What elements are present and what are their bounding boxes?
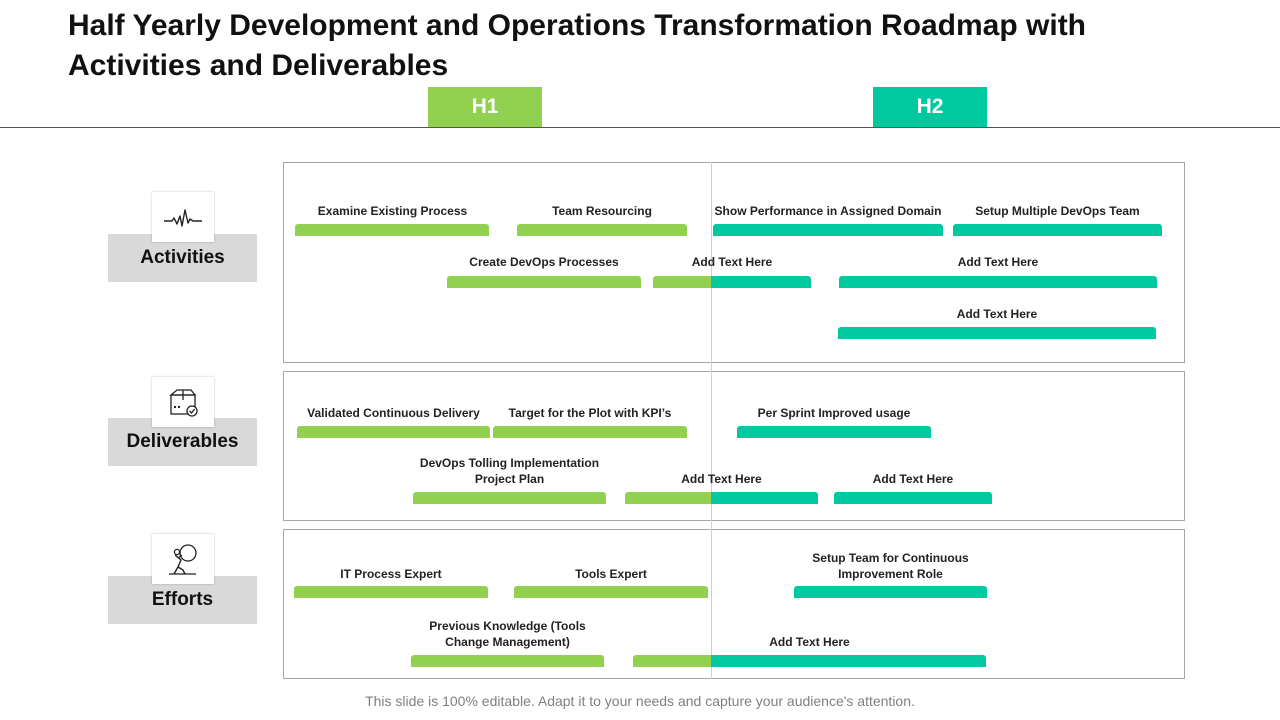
category-efforts: Efforts [108, 576, 257, 624]
activity-label: Create DevOps Processes [469, 255, 619, 269]
person-pushing-boulder-icon [169, 544, 197, 575]
effort-label: Tools Expert [575, 567, 647, 581]
activity-bar [653, 276, 811, 288]
effort-bar [794, 586, 987, 598]
effort-bar [514, 586, 708, 598]
deliverable-bar [413, 492, 606, 504]
deliverable-label: Add Text Here [681, 472, 762, 486]
effort-label: Add Text Here [769, 635, 850, 649]
effort-label: Setup Team for Continuous Improvement Ro… [812, 551, 969, 581]
activity-bar [517, 224, 687, 236]
activity-bar [953, 224, 1162, 236]
effort-bar [411, 655, 604, 667]
efforts-icon-box [152, 534, 214, 584]
activity-bar [295, 224, 489, 236]
deliverable-label: DevOps Tolling Implementation Project Pl… [419, 456, 600, 486]
deliverable-bar [737, 426, 931, 438]
h1-header: H1 [428, 87, 542, 127]
package-check-icon [169, 389, 198, 417]
activity-label: Add Text Here [956, 307, 1038, 321]
h2-header: H2 [873, 87, 987, 127]
deliverable-bar [297, 426, 490, 438]
activity-label: Add Text Here [691, 255, 773, 269]
effort-label: IT Process Expert [340, 567, 442, 581]
effort-label: Previous Knowledge (Tools Change Managem… [429, 619, 586, 649]
activity-bar [713, 224, 943, 236]
activity-label: Setup Multiple DevOps Team [975, 204, 1140, 218]
activity-label: Show Performance in Assigned Domain [714, 204, 942, 218]
deliverable-label: Add Text Here [872, 472, 954, 486]
activity-bar [839, 276, 1157, 288]
deliverable-label: Validated Continuous Delivery [307, 406, 480, 420]
deliverables-icon-box [152, 377, 214, 427]
efforts-panel [283, 529, 1185, 679]
effort-bar [633, 655, 986, 667]
activities-icon-box [152, 192, 214, 242]
deliverable-label: Per Sprint Improved usage [757, 406, 911, 420]
activity-label: Examine Existing Process [317, 204, 468, 218]
category-activities: Activities [108, 234, 257, 282]
header-rule [0, 127, 1280, 128]
activity-bar [838, 327, 1156, 339]
activity-bar [447, 276, 641, 288]
deliverable-bar [834, 492, 992, 504]
footer-note: This slide is 100% editable. Adapt it to… [365, 693, 915, 709]
deliverable-bar [625, 492, 818, 504]
activity-label: Add Text Here [957, 255, 1039, 269]
effort-bar [294, 586, 488, 598]
deliverable-bar [493, 426, 687, 438]
half-divider [711, 162, 712, 679]
heartbeat-icon [164, 209, 202, 227]
page-title: Half Yearly Development and Operations T… [68, 9, 1087, 82]
deliverable-label: Target for the Plot with KPI’s [508, 406, 672, 420]
activity-label: Team Resourcing [552, 204, 652, 218]
